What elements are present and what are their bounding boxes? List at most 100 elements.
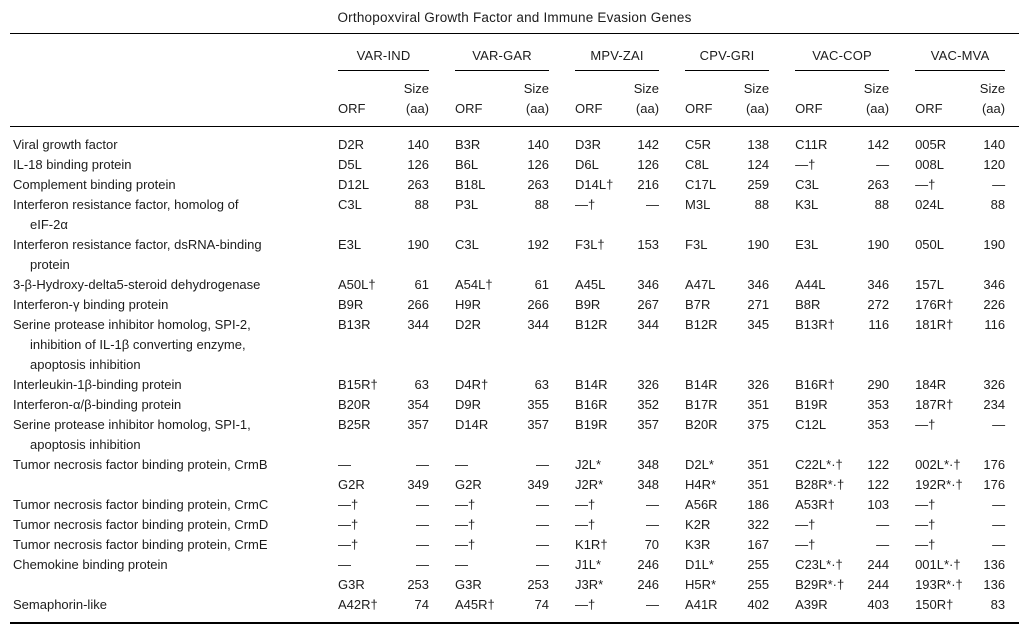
size-value: 346 xyxy=(867,277,890,292)
gene-label-line: Interferon resistance factor, homolog of xyxy=(13,197,239,212)
orf-value: A53R† xyxy=(795,497,835,512)
table-row: G3R 253 G3R 253 J3R* 246 H5R* 255 B29R*·† 244 193R… xyxy=(10,575,1019,595)
orf-value: —† xyxy=(575,497,596,512)
size-value: 253 xyxy=(527,577,550,592)
size-value: 351 xyxy=(747,477,770,492)
size-value: — xyxy=(416,557,430,572)
orf-value: B13R† xyxy=(795,317,835,332)
size-value: — xyxy=(646,497,660,512)
size-header-line: (aa) xyxy=(405,101,430,116)
orf-value: — xyxy=(338,557,351,572)
size-value: 140 xyxy=(983,137,1006,152)
orf-value: B19R xyxy=(795,397,828,412)
gene-label-line: Serine protease inhibitor homolog, SPI-1… xyxy=(13,417,251,432)
size-value: 190 xyxy=(983,237,1006,252)
gene-label-line: Tumor necrosis factor binding protein, C… xyxy=(13,517,269,532)
orf-value: B14R xyxy=(575,377,608,392)
gene-label: Interferon-α/β-binding protein xyxy=(10,395,338,415)
size-value: — xyxy=(876,537,890,552)
size-value: 142 xyxy=(867,137,890,152)
size-value: 126 xyxy=(407,157,430,172)
orf-value: M3L xyxy=(685,197,711,212)
orf-value: —† xyxy=(575,197,596,212)
size-value: — xyxy=(536,497,550,512)
orf-value: D2R xyxy=(455,317,482,332)
orf-value: J2L* xyxy=(575,457,602,472)
size-value: 263 xyxy=(407,177,430,192)
size-value: 352 xyxy=(637,397,660,412)
size-header-line: Size xyxy=(863,81,890,96)
orf-value: 008L xyxy=(915,157,944,172)
gene-label: Serine protease inhibitor homolog, SPI-2… xyxy=(10,315,338,375)
size-value: 266 xyxy=(527,297,550,312)
size-value: — xyxy=(416,497,430,512)
orf-value: B25R xyxy=(338,417,371,432)
orf-value: B8R xyxy=(795,297,821,312)
size-value: 116 xyxy=(868,317,890,332)
orf-value: D9R xyxy=(455,397,482,412)
size-header-line: Size xyxy=(523,81,550,96)
size-value: 61 xyxy=(414,277,430,292)
table-row: Complement binding protein D12L 263 B18L 263… xyxy=(10,175,1019,195)
size-value: — xyxy=(992,417,1006,432)
orf-value: B7R xyxy=(685,297,711,312)
gene-label-line: Tumor necrosis factor binding protein, C… xyxy=(13,497,269,512)
size-value: 349 xyxy=(527,477,550,492)
size-value: — xyxy=(536,537,550,552)
gene-label-line: eIF-2α xyxy=(30,217,68,232)
size-value: 290 xyxy=(867,377,890,392)
gene-label: Interferon resistance factor, homolog of… xyxy=(10,195,338,235)
size-value: 402 xyxy=(747,597,770,612)
orf-value: A45R† xyxy=(455,597,495,612)
orf-value: 184R xyxy=(915,377,947,392)
orf-value: —† xyxy=(915,177,936,192)
size-value: — xyxy=(416,537,430,552)
size-value: 63 xyxy=(534,377,550,392)
orf-value: J1L* xyxy=(575,557,602,572)
size-value: — xyxy=(876,517,890,532)
size-value: 126 xyxy=(527,157,550,172)
size-header-line: Size xyxy=(979,81,1006,96)
table-row: Interferon resistance factor, dsRNA-bind… xyxy=(10,235,1019,275)
orf-value: B13R xyxy=(338,317,371,332)
orf-value: C3L xyxy=(455,237,479,252)
gene-label-line: Interferon-α/β-binding protein xyxy=(13,397,182,412)
size-value: — xyxy=(992,517,1006,532)
group-label: VAC-COP xyxy=(795,48,890,71)
orf-value: — xyxy=(338,457,351,472)
size-value: 167 xyxy=(747,537,770,552)
orf-value: —† xyxy=(338,517,359,532)
table-body: Viral growth factor D2R 140 B3R 140 D3R 142 C5R… xyxy=(10,127,1019,624)
orf-value: D3R xyxy=(575,137,602,152)
size-value: 255 xyxy=(747,557,770,572)
orf-value: C12L xyxy=(795,417,827,432)
size-header-line: (aa) xyxy=(525,101,550,116)
size-value: 192 xyxy=(527,237,550,252)
orf-value: —† xyxy=(575,597,596,612)
size-value: 88 xyxy=(874,197,890,212)
gene-label-line: Tumor necrosis factor binding protein, C… xyxy=(13,537,268,552)
orf-value: D14L† xyxy=(575,177,614,192)
gene-label-line: apoptosis inhibition xyxy=(30,357,141,372)
gene-label xyxy=(10,475,338,495)
size-value: 346 xyxy=(983,277,1006,292)
gene-label-line: Tumor necrosis factor binding protein, C… xyxy=(13,457,268,472)
gene-table: VAR-IND VAR-GAR MPV-ZAI CPV-GRI VAC-COP … xyxy=(10,34,1020,624)
size-value: — xyxy=(876,157,890,172)
group-header-var-gar: VAR-GAR xyxy=(455,34,575,71)
size-value: — xyxy=(536,457,550,472)
size-value: — xyxy=(992,177,1006,192)
size-value: 142 xyxy=(637,137,660,152)
orf-value: D12L xyxy=(338,177,370,192)
size-value: 138 xyxy=(747,137,770,152)
size-value: 74 xyxy=(414,597,430,612)
gene-label: Interleukin-1β-binding protein xyxy=(10,375,338,395)
size-value: 344 xyxy=(407,317,430,332)
orf-column-header: ORF xyxy=(575,71,631,127)
gene-label xyxy=(10,575,338,595)
orf-value: D4R† xyxy=(455,377,489,392)
orf-value: 157L xyxy=(915,277,944,292)
orf-value: 176R† xyxy=(915,297,954,312)
orf-column-header: ORF xyxy=(455,71,516,127)
size-value: 124 xyxy=(747,157,770,172)
